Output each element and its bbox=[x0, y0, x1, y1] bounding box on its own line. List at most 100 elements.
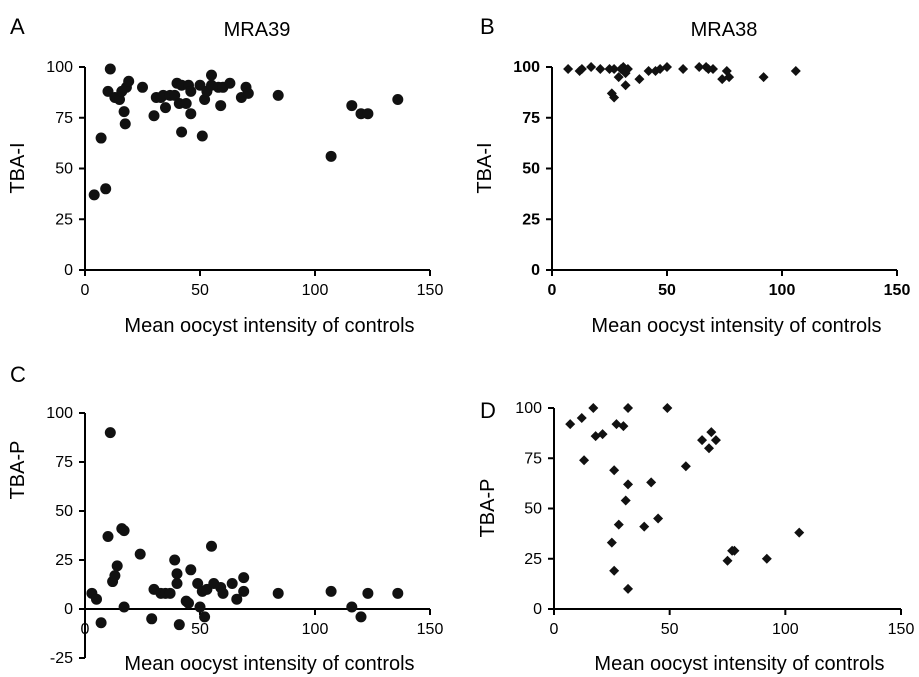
data-point bbox=[620, 80, 631, 91]
x-tick-label: 100 bbox=[772, 621, 799, 638]
y-tick-label: 50 bbox=[55, 503, 73, 520]
data-point bbox=[95, 617, 107, 629]
data-point bbox=[169, 554, 181, 566]
data-point bbox=[613, 519, 624, 530]
panel-title: MRA39 bbox=[224, 19, 291, 41]
data-point bbox=[609, 92, 620, 103]
panel-title: MRA38 bbox=[691, 19, 758, 41]
x-tick-label: 0 bbox=[81, 621, 90, 638]
data-point bbox=[196, 130, 208, 142]
data-point bbox=[761, 553, 772, 564]
data-point bbox=[206, 540, 217, 552]
data-point bbox=[137, 81, 148, 93]
data-point bbox=[724, 72, 735, 83]
data-point bbox=[392, 587, 404, 599]
x-tick-label: 0 bbox=[550, 621, 559, 638]
data-point bbox=[180, 98, 192, 110]
data-point bbox=[171, 578, 183, 590]
data-point bbox=[119, 118, 131, 130]
data-point bbox=[226, 578, 238, 590]
data-point bbox=[199, 611, 211, 623]
data-point bbox=[653, 513, 664, 524]
x-axis-title: Mean oocyst intensity of controls bbox=[124, 653, 414, 675]
data-point bbox=[118, 525, 130, 537]
x-tick-label: 150 bbox=[417, 282, 444, 299]
data-point bbox=[623, 583, 634, 594]
data-point bbox=[362, 587, 374, 599]
data-point bbox=[183, 597, 194, 609]
data-point bbox=[620, 495, 631, 506]
data-point bbox=[185, 564, 197, 576]
data-point bbox=[565, 419, 576, 430]
data-point bbox=[272, 587, 284, 599]
data-point bbox=[597, 429, 608, 440]
data-point bbox=[606, 537, 617, 548]
y-tick-label: 100 bbox=[46, 59, 73, 76]
data-point bbox=[104, 427, 116, 439]
x-tick-label: 100 bbox=[302, 621, 329, 638]
data-point bbox=[194, 601, 206, 613]
y-tick-label: 75 bbox=[55, 110, 73, 127]
data-point bbox=[706, 427, 717, 438]
data-point bbox=[109, 570, 121, 582]
x-axis-title: Mean oocyst intensity of controls bbox=[591, 315, 881, 337]
x-tick-label: 150 bbox=[888, 621, 915, 638]
data-point bbox=[758, 72, 769, 83]
data-point bbox=[362, 108, 374, 120]
data-point bbox=[794, 527, 805, 538]
data-point bbox=[102, 530, 114, 542]
data-point bbox=[272, 89, 284, 101]
y-axis-title: TBA-P bbox=[477, 479, 499, 538]
y-axis-title: TBA-I bbox=[474, 142, 496, 193]
data-point bbox=[88, 189, 100, 201]
data-point bbox=[164, 587, 176, 599]
data-point bbox=[217, 587, 229, 599]
y-tick-label: 75 bbox=[524, 450, 542, 467]
y-tick-label: 50 bbox=[524, 501, 542, 518]
data-point bbox=[118, 601, 130, 613]
data-point bbox=[588, 403, 599, 413]
y-tick-label: 100 bbox=[513, 59, 540, 76]
data-point bbox=[238, 572, 250, 584]
data-point bbox=[639, 521, 650, 532]
data-point bbox=[576, 64, 587, 75]
data-point bbox=[576, 413, 587, 424]
panel-letter: A bbox=[10, 14, 25, 39]
panel-letter: C bbox=[10, 362, 26, 387]
x-tick-label: 100 bbox=[769, 282, 796, 299]
data-point bbox=[790, 66, 801, 77]
data-point bbox=[563, 64, 574, 75]
data-point bbox=[729, 545, 740, 556]
data-point bbox=[618, 421, 629, 432]
data-point bbox=[171, 568, 183, 580]
data-point bbox=[710, 435, 721, 446]
data-point bbox=[609, 64, 620, 75]
y-axis-title: TBA-P bbox=[7, 441, 29, 500]
y-axis-title: TBA-I bbox=[7, 142, 29, 193]
data-point bbox=[238, 585, 250, 597]
data-point bbox=[134, 548, 146, 560]
y-tick-label: 50 bbox=[55, 161, 73, 178]
data-point bbox=[708, 64, 718, 75]
data-point bbox=[662, 62, 672, 72]
data-point bbox=[242, 87, 254, 99]
data-point bbox=[680, 461, 691, 472]
x-axis-title: Mean oocyst intensity of controls bbox=[594, 653, 884, 675]
x-tick-label: 50 bbox=[661, 621, 679, 638]
x-axis-title: Mean oocyst intensity of controls bbox=[124, 315, 414, 337]
data-point bbox=[185, 85, 197, 97]
data-point bbox=[662, 403, 673, 413]
data-point bbox=[148, 110, 160, 122]
data-point bbox=[104, 63, 116, 75]
x-tick-label: 150 bbox=[884, 282, 911, 299]
data-point bbox=[169, 89, 181, 101]
data-point bbox=[722, 555, 733, 566]
data-point bbox=[694, 62, 705, 72]
y-tick-label: 0 bbox=[64, 262, 73, 279]
y-tick-label: 25 bbox=[524, 551, 542, 568]
